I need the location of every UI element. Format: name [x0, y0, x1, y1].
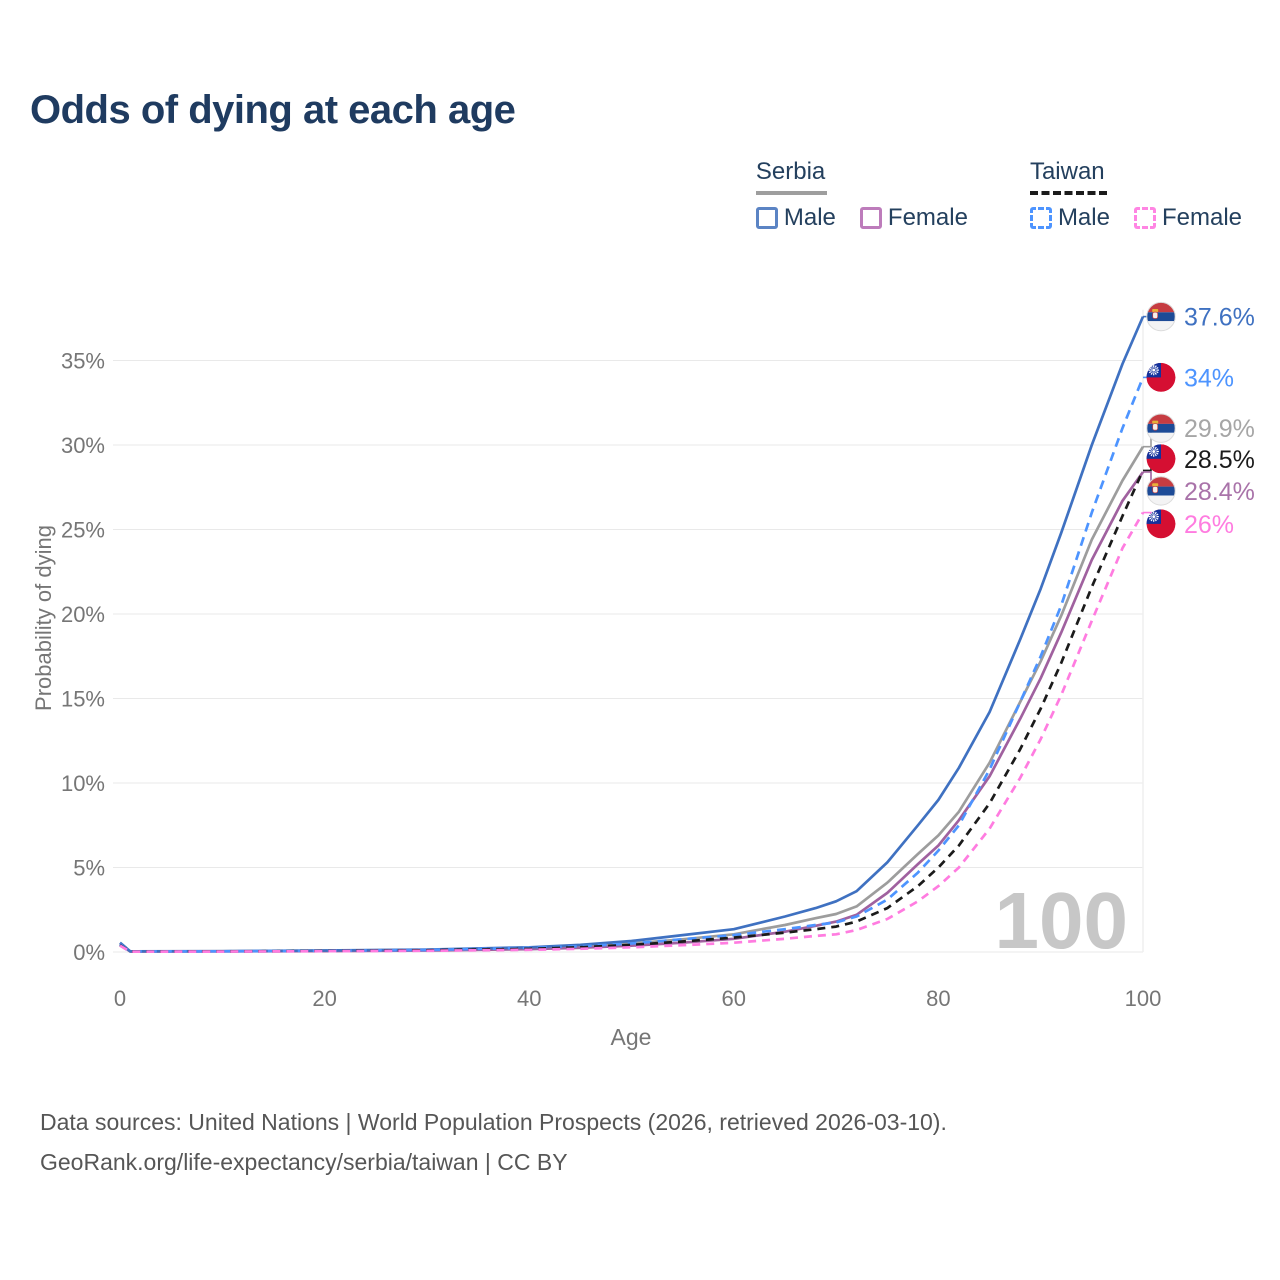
y-tick-label: 15%: [61, 687, 105, 712]
x-tick-label: 60: [722, 986, 746, 1011]
y-tick-label: 0%: [73, 940, 105, 965]
legend-item-serbia-male[interactable]: Male: [755, 204, 836, 232]
end-value-label-taiwan-male: 34%: [1184, 364, 1234, 392]
taiwan-flag-icon: [1146, 362, 1176, 392]
serbia-flag-icon: [1146, 301, 1176, 332]
y-tick-label: 35%: [61, 349, 105, 374]
x-tick-label: 80: [926, 986, 950, 1011]
x-tick-label: 0: [114, 986, 126, 1011]
legend: Serbia Male Female Taiwan Male: [755, 158, 1242, 232]
y-tick-label: 25%: [61, 518, 105, 543]
end-value-label-serbia-female: 28.4%: [1184, 478, 1255, 506]
taiwan-female-swatch-icon[interactable]: [1133, 207, 1156, 229]
legend-item-taiwan-male[interactable]: Male: [1029, 204, 1110, 232]
x-tick-label: 100: [1125, 986, 1162, 1011]
taiwan-flag-icon: [1146, 444, 1176, 474]
legend-item-label: Male: [1057, 204, 1110, 231]
legend-items-serbia: Male Female: [755, 204, 968, 232]
serbia-male-swatch-icon[interactable]: [755, 207, 778, 229]
legend-group-serbia: Serbia Male Female: [755, 158, 968, 232]
page-title: Odds of dying at each age: [30, 88, 516, 132]
series-line-serbia-male[interactable]: [119, 316, 1145, 953]
legend-item-label: Male: [783, 204, 836, 231]
legend-item-label: Female: [1161, 204, 1242, 231]
y-tick-label: 10%: [61, 771, 105, 796]
footer-link-line: GeoRank.org/life-expectancy/serbia/taiwa…: [40, 1149, 568, 1175]
end-value-label-taiwan-female: 26%: [1184, 511, 1234, 539]
legend-country-serbia[interactable]: Serbia: [755, 158, 828, 195]
serbia-flag-icon: [1146, 413, 1176, 443]
taiwan-male-swatch-icon[interactable]: [1029, 207, 1052, 229]
legend-item-serbia-female[interactable]: Female: [859, 204, 968, 232]
taiwan-flag-icon: [1146, 509, 1176, 539]
series-line-taiwan-male[interactable]: [119, 376, 1145, 953]
end-value-label-serbia-male: 37.6%: [1184, 304, 1255, 332]
age-watermark: 100: [995, 876, 1128, 965]
series-line-serbia-total[interactable]: [119, 445, 1145, 953]
serbia-flag-icon: [1146, 476, 1176, 506]
footer-source-line: Data sources: United Nations | World Pop…: [40, 1109, 947, 1135]
x-tick-label: 20: [312, 986, 336, 1011]
legend-group-taiwan: Taiwan Male Female: [1029, 158, 1242, 232]
y-tick-label: 30%: [61, 433, 105, 458]
legend-item-label: Female: [887, 204, 968, 231]
series-line-taiwan-female[interactable]: [119, 511, 1145, 954]
y-tick-label: 20%: [61, 602, 105, 627]
y-tick-label: 5%: [73, 856, 105, 881]
legend-country-taiwan[interactable]: Taiwan: [1029, 158, 1107, 195]
x-tick-label: 40: [517, 986, 541, 1011]
end-value-label-serbia-total: 29.9%: [1184, 415, 1255, 443]
x-axis-title: Age: [610, 1024, 652, 1050]
footer: Data sources: United Nations | World Pop…: [40, 1102, 947, 1182]
serbia-female-swatch-icon[interactable]: [859, 207, 882, 229]
end-value-label-taiwan-total: 28.5%: [1184, 446, 1255, 474]
legend-items-taiwan: Male Female: [1029, 204, 1242, 232]
legend-item-taiwan-female[interactable]: Female: [1133, 204, 1242, 232]
